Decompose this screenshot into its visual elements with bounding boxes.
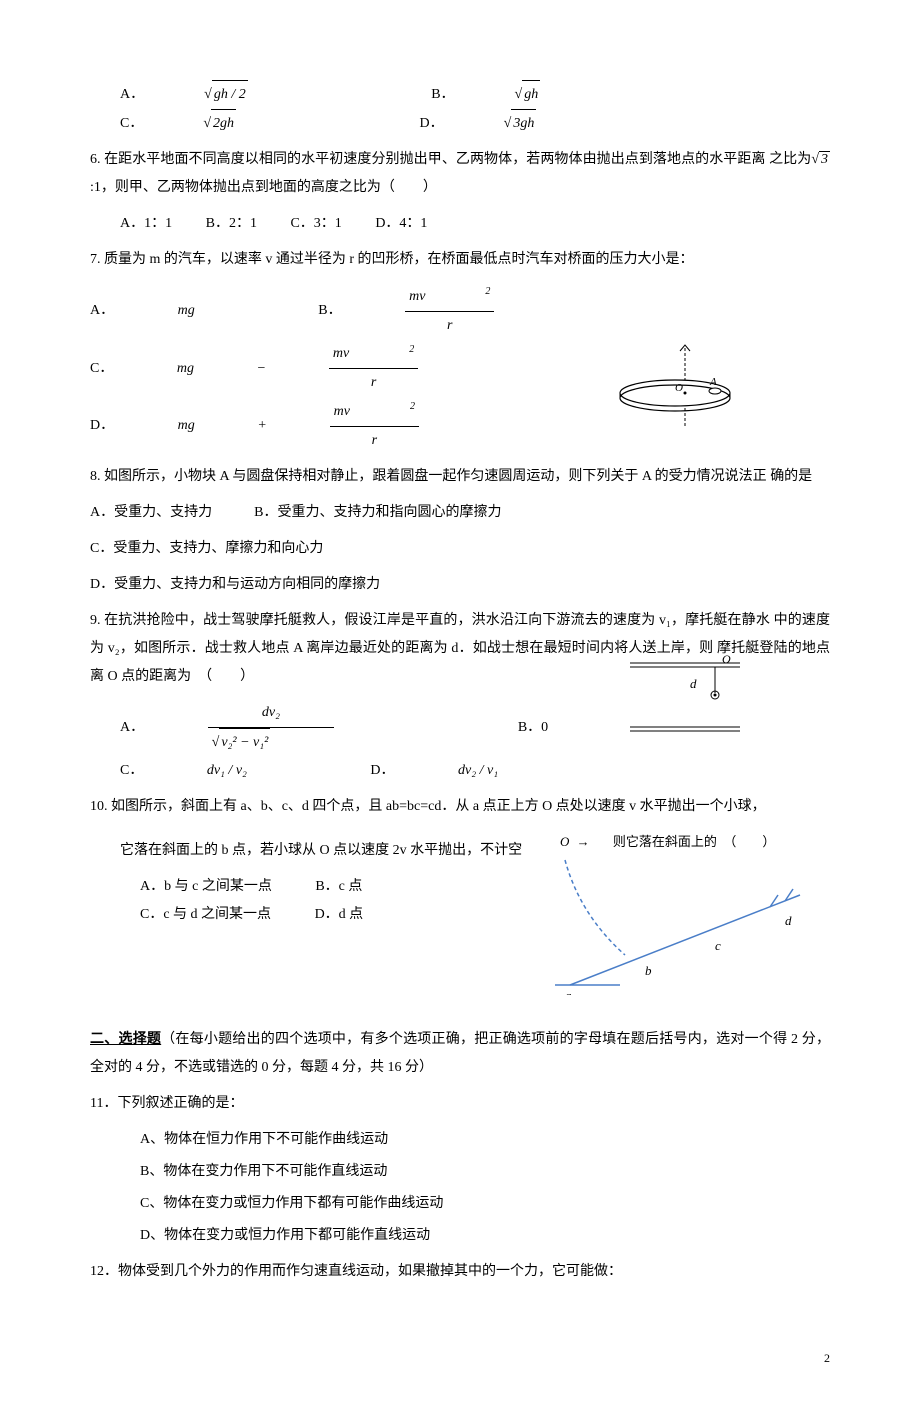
q5-opt-b: B．√gh (431, 80, 660, 109)
q8-line1b: 确的是 (770, 469, 812, 484)
q6-line1b: 之比为 (769, 152, 811, 167)
q11-stem: 11．下列叙述正确的是： (90, 1090, 830, 1118)
q10-opt-d: D．d 点 (315, 901, 364, 929)
section2-title: 二、选择题（在每小题给出的四个选项中，有多个选项正确，把正确选项前的字母填在题后… (90, 1026, 830, 1082)
q5-options: A．√gh / 2 B．√gh C．√2gh D．√3gh (90, 80, 830, 138)
svg-text:a: a (565, 988, 572, 995)
q10-opts-row2: C．c 与 d 之间某一点 D．d 点 (90, 901, 550, 929)
section2-desc: （在每小题给出的四个选项中，有多个选项正确，把正确选项前的字母填在题后括号内，选… (90, 1032, 830, 1075)
q10-l2: 它落在斜面上的 b 点，若小球从 O 点以速度 2v 水平抛出，不计空 (90, 837, 550, 865)
q11-opt-d: D、物体在变力或恒力作用下都可能作直线运动 (140, 1222, 830, 1250)
q7-opt-a: A． mg (90, 297, 255, 325)
q10-opt-c: C．c 与 d 之间某一点 (140, 901, 271, 929)
q6-opt-a: A．1：1 (120, 210, 172, 238)
q10-opt-a: A．b 与 c 之间某一点 (140, 873, 272, 901)
q9-opt-b: B．0 (518, 714, 548, 742)
q6-opt-c: C．3：1 (290, 210, 341, 238)
q11-opt-a: A、物体在恒力作用下不可能作曲线运动 (140, 1126, 830, 1154)
q8-ab: A．受重力、支持力 B．受重力、支持力和指向圆心的摩擦力 (90, 499, 830, 527)
q11-options: A、物体在恒力作用下不可能作曲线运动 B、物体在变力作用下不可能作直线运动 C、… (90, 1126, 830, 1250)
q8-c: C．受重力、支持力、摩擦力和向心力 (90, 535, 830, 563)
q7-stem: 7. 质量为 m 的汽车，以速率 v 通过半径为 r 的凹形桥，在桥面最低点时汽… (90, 246, 830, 274)
q9-opt-d: D． dv₂ / v₁ (370, 757, 558, 785)
q6-line1c: :1，则甲、乙两物体抛出点到地面的高度之比为（ ） (90, 180, 437, 195)
q8-line1: 8. 如图所示，小物块 A 与圆盘保持相对静止，跟着圆盘一起作匀速圆周运动，则下… (90, 469, 767, 484)
q11-opt-c: C、物体在变力或恒力作用下都有可能作曲线运动 (140, 1190, 830, 1218)
svg-text:O: O (675, 382, 683, 394)
svg-text:c: c (715, 938, 721, 953)
q7-opt-b: B． mv2r (318, 282, 614, 340)
q9: 9. 在抗洪抢险中，战士驾驶摩托艇救人，假设江岸是平直的，洪水沿江向下游流去的速… (90, 607, 830, 691)
svg-text:d: d (785, 913, 792, 928)
q8-d: D．受重力、支持力和与运动方向相同的摩擦力 (90, 571, 830, 599)
disk-diagram: O A (610, 343, 740, 433)
q7-opt-d: D． mg + mv2r (90, 397, 539, 455)
q6-line1a: 6. 在距水平地面不同高度以相同的水平初速度分别抛出甲、乙两物体，若两物体由抛出… (90, 152, 766, 167)
page-number: 2 (90, 1346, 830, 1370)
svg-text:O: O (722, 653, 731, 666)
q9-l1: 9. 在抗洪抢险中，战士驾驶摩托艇救人，假设江岸是平直的，洪水沿江向下游流去的速… (90, 613, 770, 628)
q11-opt-b: B、物体在变力作用下不可能作直线运动 (140, 1158, 830, 1186)
svg-text:b: b (645, 963, 652, 978)
q6-opt-d: D．4：1 (375, 210, 427, 238)
river-diagram: O d (630, 653, 740, 743)
q10-opts-row1: A．b 与 c 之间某一点 B．c 点 (90, 873, 550, 901)
q7-opt-c: C． mg − mv2r (90, 340, 538, 398)
q5-opt-a: A．√gh / 2 (120, 80, 368, 109)
section2-title-text: 二、选择题 (90, 1032, 161, 1047)
q9-opt-a: A． dv₂√v₂² − v₁² (120, 699, 454, 757)
q10-opt-b: B．c 点 (315, 873, 362, 901)
q8-opt-a: A．受重力、支持力 (90, 505, 212, 520)
slope-diagram: a b c d (550, 855, 810, 995)
svg-text:A: A (709, 376, 717, 388)
q5-opt-d: D．√3gh (420, 109, 657, 138)
svg-text:d: d (690, 676, 697, 691)
q6-opt-b: B．2：1 (206, 210, 257, 238)
q12-stem: 12．物体受到几个外力的作用而作匀速直线运动，如果撤掉其中的一个力，它可能做： (90, 1258, 830, 1286)
q8-opt-b: B．受重力、支持力和指向圆心的摩擦力 (254, 505, 501, 520)
q10-l1: 10. 如图所示，斜面上有 a、b、c、d 四个点，且 ab=bc=cd．从 a… (90, 793, 830, 821)
q5-opt-c: C．√2gh (120, 109, 356, 138)
q6-options: A．1：1 B．2：1 C．3：1 D．4：1 (90, 210, 830, 238)
q6: 6. 在距水平地面不同高度以相同的水平初速度分别抛出甲、乙两物体，若两物体由抛出… (90, 146, 830, 202)
q9-opt-c: C． dv₁ / v₂ (120, 757, 307, 785)
q10-l2b: O → 则它落在斜面上的 （ ） (550, 829, 830, 855)
q8: 8. 如图所示，小物块 A 与圆盘保持相对静止，跟着圆盘一起作匀速圆周运动，则下… (90, 463, 830, 491)
